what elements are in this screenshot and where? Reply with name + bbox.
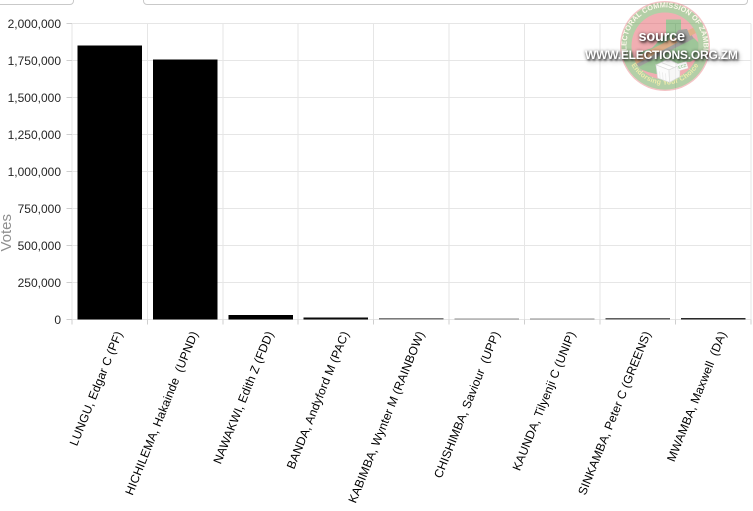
svg-text:LUNGU, Edgar C (PF): LUNGU, Edgar C (PF) [67, 329, 126, 448]
svg-text:MWAMBA, Maxwell (DA): MWAMBA, Maxwell (DA) [664, 329, 729, 463]
svg-text:500,000: 500,000 [18, 239, 62, 253]
svg-text:HICHILEMA, Hakainde (UPND): HICHILEMA, Hakainde (UPND) [122, 329, 201, 497]
svg-text:0: 0 [54, 313, 61, 327]
svg-text:KABIMBA, Wynter M (RAINBOW): KABIMBA, Wynter M (RAINBOW) [345, 329, 427, 505]
svg-text:CHISHIMBA, Saviour (UPP): CHISHIMBA, Saviour (UPP) [431, 329, 503, 480]
svg-text:KAUNDA, Tilyenji C (UNIP): KAUNDA, Tilyenji C (UNIP) [510, 329, 579, 472]
svg-text:1,250,000: 1,250,000 [8, 128, 62, 142]
svg-text:1,500,000: 1,500,000 [8, 91, 62, 105]
svg-text:750,000: 750,000 [18, 202, 62, 216]
svg-text:1,750,000: 1,750,000 [8, 54, 62, 68]
svg-text:1,000,000: 1,000,000 [8, 165, 62, 179]
svg-text:ECZ: ECZ [677, 63, 687, 70]
svg-text:SINKAMBA, Peter C (GREENS): SINKAMBA, Peter C (GREENS) [575, 329, 654, 497]
svg-text:Votes: Votes [0, 214, 15, 252]
svg-text:2,000,000: 2,000,000 [8, 17, 62, 31]
svg-text:BANDA, Andyford M (PAC): BANDA, Andyford M (PAC) [284, 329, 352, 471]
svg-text:NAWAKWI, Edith Z (FDD): NAWAKWI, Edith Z (FDD) [210, 329, 276, 466]
svg-text:250,000: 250,000 [18, 276, 62, 290]
